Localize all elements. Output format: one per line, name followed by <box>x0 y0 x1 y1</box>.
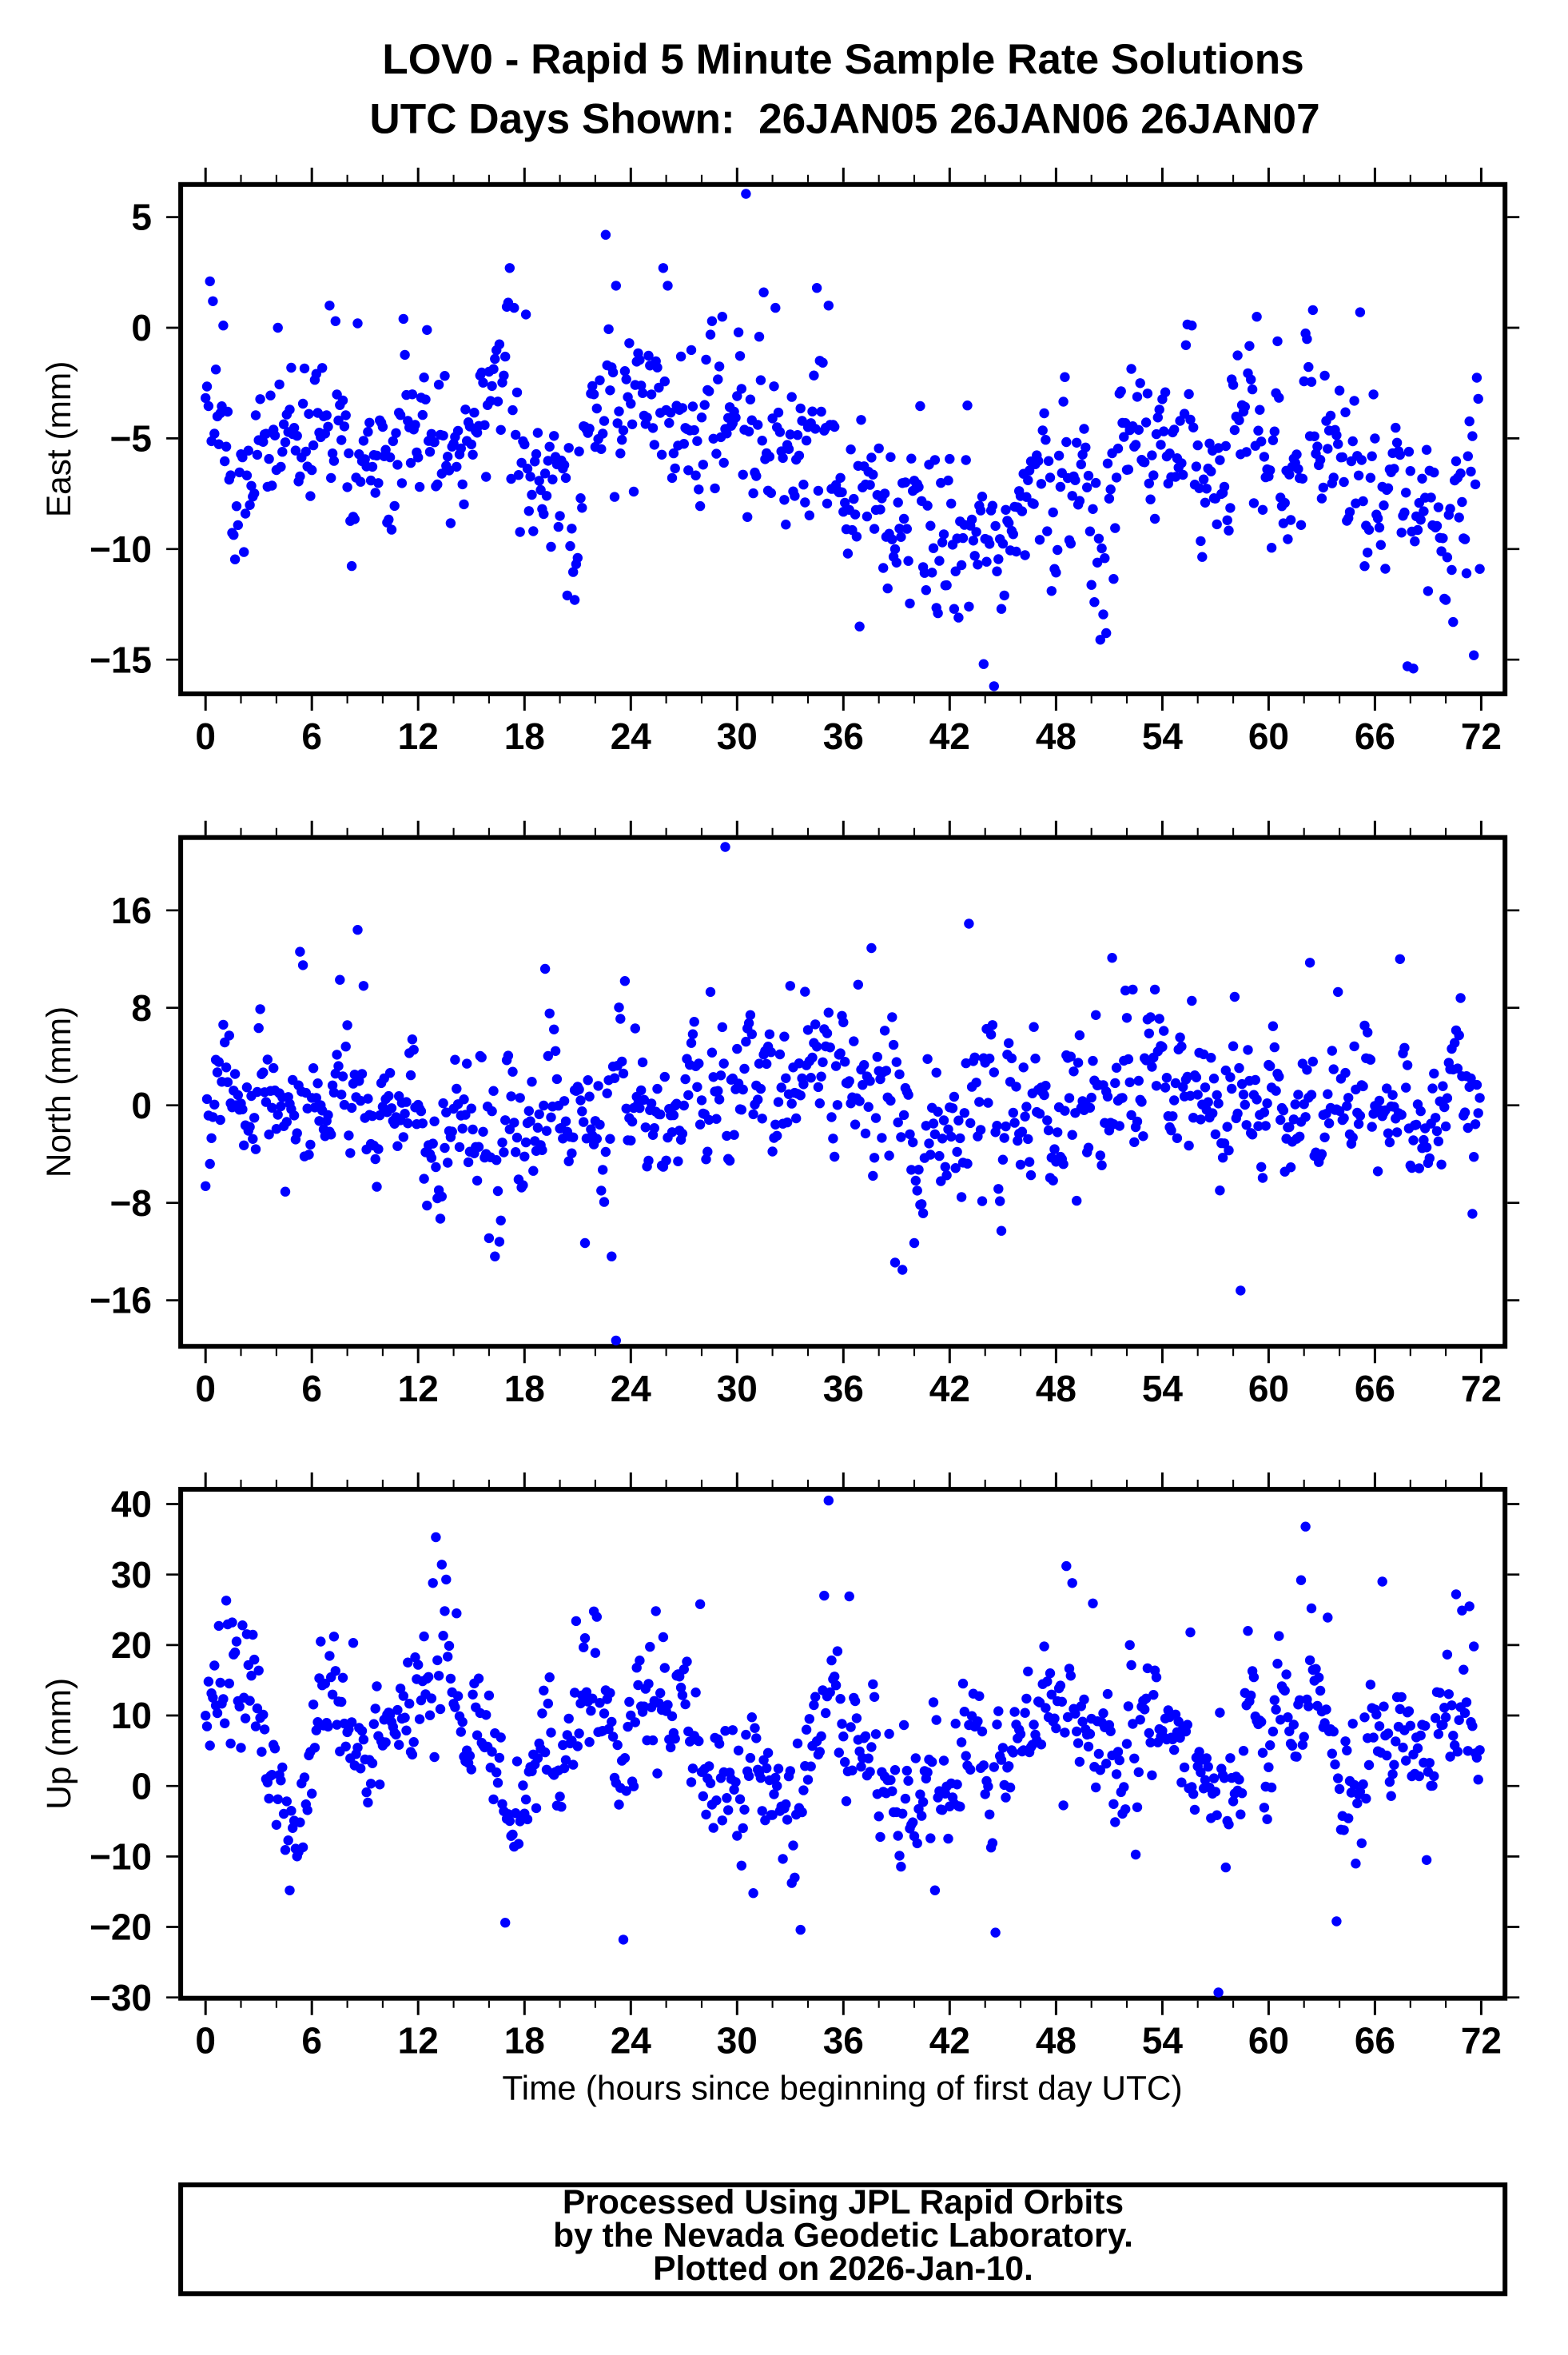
svg-text:Up (mm): Up (mm) <box>40 1678 78 1810</box>
svg-text:24: 24 <box>611 1368 652 1409</box>
svg-text:UTC Days Shown: 26JAN05 26JAN: UTC Days Shown: 26JAN05 26JAN06 26JAN07 <box>369 96 1319 143</box>
svg-text:30: 30 <box>717 1368 758 1409</box>
svg-text:18: 18 <box>504 715 545 757</box>
svg-text:10: 10 <box>111 1695 152 1736</box>
svg-text:12: 12 <box>398 2020 439 2062</box>
svg-text:6: 6 <box>301 2020 322 2062</box>
svg-text:66: 66 <box>1355 715 1395 757</box>
svg-text:48: 48 <box>1036 2020 1077 2062</box>
svg-text:54: 54 <box>1142 2020 1184 2062</box>
svg-text:24: 24 <box>611 2020 652 2062</box>
svg-text:0: 0 <box>131 1765 152 1807</box>
svg-text:60: 60 <box>1248 715 1289 757</box>
svg-text:42: 42 <box>929 715 970 757</box>
svg-text:54: 54 <box>1142 715 1184 757</box>
svg-text:40: 40 <box>111 1484 152 1525</box>
svg-text:72: 72 <box>1461 2020 1502 2062</box>
svg-text:18: 18 <box>504 2020 545 2062</box>
svg-text:8: 8 <box>131 987 152 1029</box>
svg-text:60: 60 <box>1248 2020 1289 2062</box>
svg-text:−5: −5 <box>110 418 152 460</box>
svg-text:54: 54 <box>1142 1368 1184 1409</box>
svg-text:66: 66 <box>1355 1368 1395 1409</box>
svg-text:72: 72 <box>1461 1368 1502 1409</box>
svg-text:36: 36 <box>823 2020 864 2062</box>
svg-text:42: 42 <box>929 1368 970 1409</box>
svg-text:North (mm): North (mm) <box>40 1006 78 1178</box>
svg-text:0: 0 <box>131 307 152 349</box>
svg-text:0: 0 <box>131 1085 152 1126</box>
svg-text:−30: −30 <box>90 1977 152 2018</box>
svg-text:30: 30 <box>111 1554 152 1596</box>
svg-text:6: 6 <box>301 715 322 757</box>
svg-text:48: 48 <box>1036 1368 1077 1409</box>
svg-text:5: 5 <box>131 197 152 238</box>
svg-text:LOV0 - Rapid 5 Minute Sample R: LOV0 - Rapid 5 Minute Sample Rate Soluti… <box>382 36 1303 83</box>
svg-text:24: 24 <box>611 715 652 757</box>
svg-text:36: 36 <box>823 715 864 757</box>
svg-text:48: 48 <box>1036 715 1077 757</box>
svg-text:−16: −16 <box>90 1280 152 1321</box>
svg-text:6: 6 <box>301 1368 322 1409</box>
svg-text:0: 0 <box>195 715 216 757</box>
svg-text:20: 20 <box>111 1624 152 1666</box>
svg-text:36: 36 <box>823 1368 864 1409</box>
svg-text:by the Nevada Geodetic Laborat: by the Nevada Geodetic Laboratory. <box>553 2216 1133 2254</box>
svg-text:−8: −8 <box>110 1182 152 1224</box>
svg-text:16: 16 <box>111 890 152 931</box>
svg-text:66: 66 <box>1355 2020 1395 2062</box>
svg-text:Time (hours since beginning of: Time (hours since beginning of first day… <box>502 2070 1182 2107</box>
svg-text:60: 60 <box>1248 1368 1289 1409</box>
svg-text:12: 12 <box>398 715 439 757</box>
svg-text:−20: −20 <box>90 1907 152 1948</box>
svg-text:Plotted on 2026-Jan-10.: Plotted on 2026-Jan-10. <box>653 2249 1033 2288</box>
svg-text:30: 30 <box>717 2020 758 2062</box>
svg-text:Processed Using JPL Rapid Orbi: Processed Using JPL Rapid Orbits <box>563 2183 1124 2222</box>
svg-text:12: 12 <box>398 1368 439 1409</box>
svg-text:−10: −10 <box>90 1836 152 1878</box>
svg-text:0: 0 <box>195 1368 216 1409</box>
svg-text:18: 18 <box>504 1368 545 1409</box>
svg-text:30: 30 <box>717 715 758 757</box>
svg-text:−10: −10 <box>90 528 152 570</box>
svg-text:−15: −15 <box>90 639 152 680</box>
svg-text:42: 42 <box>929 2020 970 2062</box>
svg-text:0: 0 <box>195 2020 216 2062</box>
svg-text:72: 72 <box>1461 715 1502 757</box>
svg-text:East (mm): East (mm) <box>40 361 78 517</box>
